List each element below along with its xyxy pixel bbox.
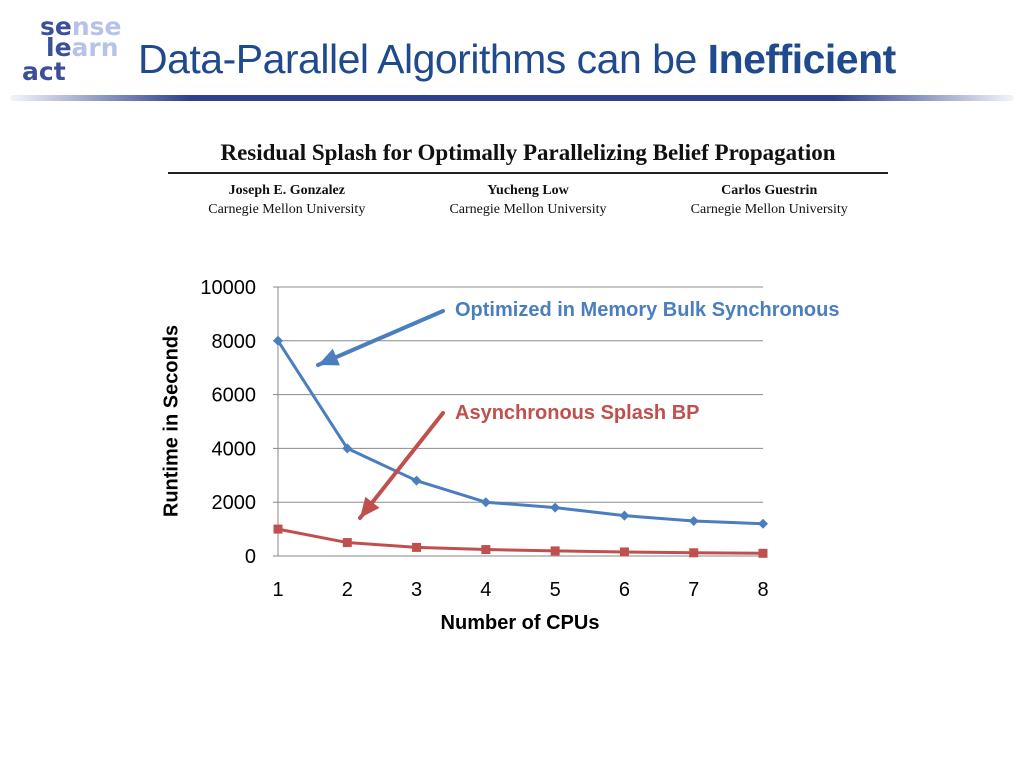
data-point-diamond — [480, 497, 491, 508]
x-tick-label: 4 — [480, 579, 491, 601]
slide-title: Data-Parallel Algorithms can be Ineffici… — [138, 36, 896, 83]
slide-title-emphasis: Inefficient — [707, 36, 897, 82]
paper-title-rule — [168, 172, 888, 174]
x-tick-label: 5 — [550, 579, 561, 601]
author-affiliation: Carnegie Mellon University — [208, 202, 366, 217]
data-point-square — [619, 547, 629, 557]
y-tick-label: 0 — [245, 546, 256, 568]
y-tick-label: 4000 — [212, 438, 257, 460]
x-tick-label: 1 — [272, 579, 283, 601]
paper-authors: Joseph E. Gonzalez Carnegie Mellon Unive… — [168, 181, 888, 219]
y-tick-label: 6000 — [212, 385, 257, 407]
x-tick-label: 8 — [757, 579, 768, 601]
x-tick-label: 7 — [688, 579, 699, 601]
data-point-diamond — [688, 516, 699, 527]
x-tick-label: 2 — [342, 579, 353, 601]
annotation-bulk-synchronous: Optimized in Memory Bulk Synchronous — [455, 299, 840, 321]
author-affiliation: Carnegie Mellon University — [690, 202, 848, 217]
author-block: Yucheng Low Carnegie Mellon University — [409, 181, 647, 219]
data-point-diamond — [273, 335, 283, 346]
data-point-square — [273, 524, 283, 534]
data-point-diamond — [619, 510, 630, 521]
x-tick-label: 3 — [411, 579, 422, 601]
data-point-square — [550, 546, 560, 556]
series-line-bulk-synchronous — [276, 339, 764, 526]
arrow-bulk-synchronous-shaft — [316, 309, 445, 367]
x-axis-label: Number of CPUs — [440, 612, 600, 634]
author-name: Joseph E. Gonzalez — [228, 183, 345, 198]
logo-text-arn: arn — [71, 33, 119, 62]
arrow-splash-bp-shaft — [358, 411, 445, 520]
data-point-square — [758, 548, 768, 558]
data-point-diamond — [342, 443, 353, 454]
data-point-diamond — [758, 518, 768, 529]
author-name: Carlos Guestrin — [721, 183, 818, 198]
logo-text-le: le — [46, 33, 72, 62]
slide-title-prefix: Data-Parallel Algorithms can be — [138, 36, 708, 82]
logo-text-nse: nse — [71, 12, 122, 41]
title-divider — [10, 95, 1014, 101]
data-point-square — [342, 538, 352, 548]
arrow-splash-bp-head — [360, 496, 380, 518]
annotation-splash-bp: Asynchronous Splash BP — [455, 402, 700, 424]
data-point-diamond — [411, 475, 422, 486]
paper-title: Residual Splash for Optimally Paralleliz… — [220, 140, 836, 165]
data-point-square — [412, 542, 422, 552]
sense-learn-act-logo: sense learn act — [22, 12, 132, 92]
paper-header: Residual Splash for Optimally Paralleliz… — [168, 140, 888, 219]
data-point-diamond — [550, 502, 561, 513]
author-block: Joseph E. Gonzalez Carnegie Mellon Unive… — [168, 181, 406, 219]
y-tick-label: 10000 — [200, 277, 256, 299]
logo-text-act: act — [22, 57, 66, 86]
arrow-bulk-synchronous-head — [318, 348, 340, 366]
data-point-square — [689, 548, 699, 558]
series-line-splash-bp — [277, 527, 764, 555]
author-name: Yucheng Low — [487, 183, 569, 198]
logo-text-se: se — [40, 12, 72, 41]
y-axis-label: Runtime in Seconds — [160, 324, 183, 518]
y-tick-label: 8000 — [212, 331, 257, 353]
author-block: Carlos Guestrin Carnegie Mellon Universi… — [650, 181, 888, 219]
data-point-square — [481, 545, 491, 555]
y-tick-label: 2000 — [212, 492, 257, 514]
author-affiliation: Carnegie Mellon University — [449, 202, 607, 217]
x-tick-label: 6 — [619, 579, 630, 601]
